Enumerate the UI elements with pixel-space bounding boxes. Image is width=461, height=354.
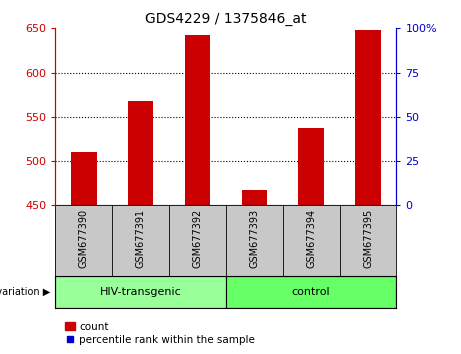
Text: GSM677395: GSM677395 [363, 209, 373, 268]
Legend: count, percentile rank within the sample: count, percentile rank within the sample [60, 317, 260, 349]
Text: GSM677394: GSM677394 [306, 209, 316, 268]
Text: GSM677393: GSM677393 [249, 209, 260, 268]
Text: GSM677391: GSM677391 [136, 209, 146, 268]
Bar [71, 152, 96, 205]
Text: control: control [292, 287, 331, 297]
Bar [242, 190, 267, 205]
Bar [55, 276, 226, 308]
Bar [185, 35, 210, 205]
Text: genotype/variation ▶: genotype/variation ▶ [0, 287, 51, 297]
Bar [128, 101, 154, 205]
Text: GSM677390: GSM677390 [79, 209, 89, 268]
Bar [226, 276, 396, 308]
Bar [355, 30, 381, 205]
Bar [298, 129, 324, 205]
Text: HIV-transgenic: HIV-transgenic [100, 287, 182, 297]
Text: GSM677392: GSM677392 [192, 209, 202, 268]
Title: GDS4229 / 1375846_at: GDS4229 / 1375846_at [145, 12, 307, 26]
